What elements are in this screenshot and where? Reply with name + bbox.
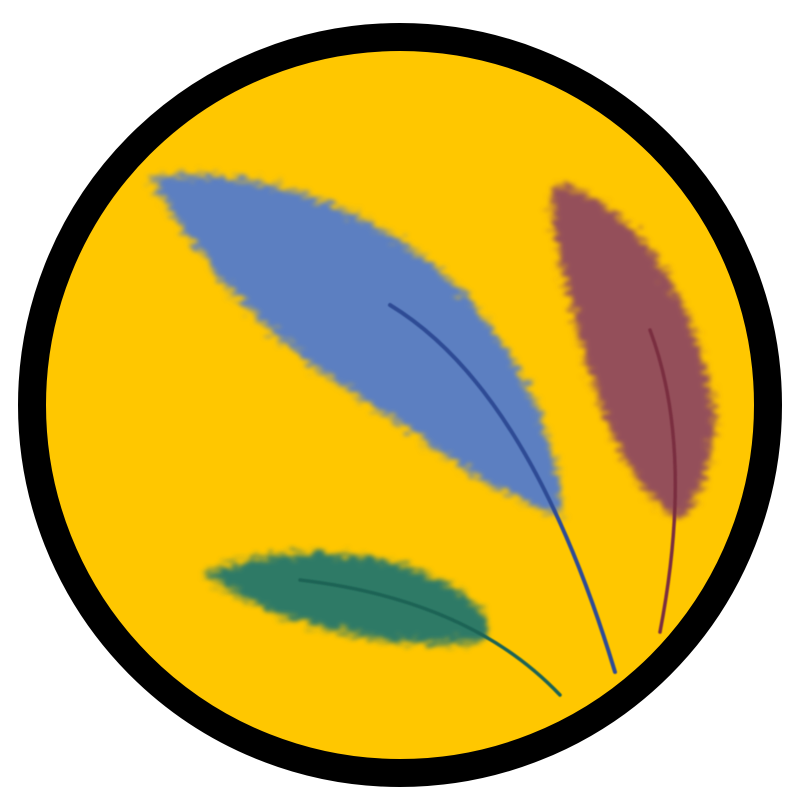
green-stem [298,578,562,697]
green-feather [205,552,562,697]
red-feather [552,185,715,634]
blue-stem [388,303,617,674]
blue-feather [150,174,617,674]
blue-vane [150,174,562,515]
red-stem [648,328,678,634]
green-vane [205,552,489,645]
